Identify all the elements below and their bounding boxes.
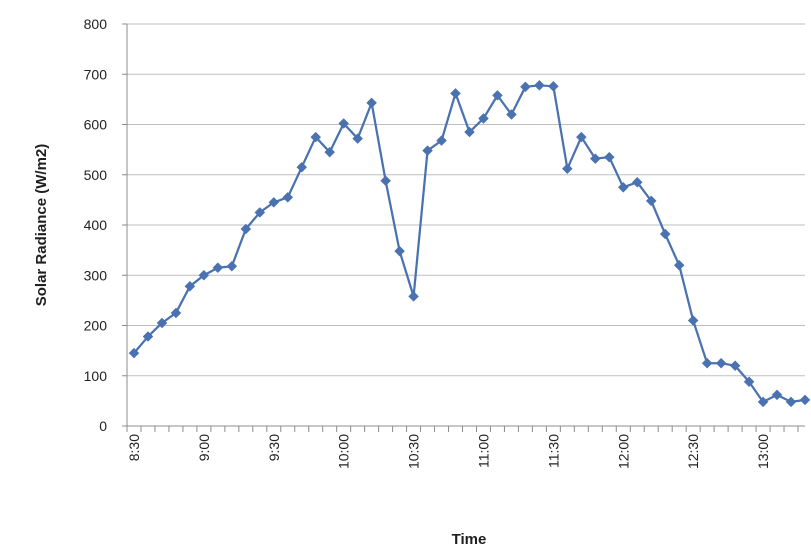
x-tick-label: 10:00 (336, 434, 352, 469)
data-point (254, 207, 266, 218)
x-tick-label: 11:30 (545, 434, 561, 468)
y-tick-label: 0 (99, 418, 107, 434)
data-point (142, 331, 154, 342)
data-point (645, 195, 657, 207)
data-point (296, 161, 308, 173)
data-point (436, 135, 447, 146)
data-point (380, 175, 391, 187)
data-point (506, 109, 517, 120)
y-tick-label: 400 (84, 217, 108, 233)
data-point (240, 223, 252, 235)
data-point (715, 357, 727, 369)
data-point (785, 396, 797, 408)
data-point (212, 262, 224, 274)
data-point (156, 317, 168, 329)
data-point (743, 376, 755, 388)
data-point (589, 153, 601, 165)
axes (122, 23, 799, 432)
x-tick-label: 10:30 (406, 434, 422, 469)
x-tick-label: 12:30 (685, 434, 701, 469)
data-point (617, 181, 629, 193)
y-tick-label: 600 (84, 117, 108, 133)
data-point (170, 307, 182, 319)
x-tick-label: 13:00 (755, 434, 771, 469)
x-axis-title: Time (452, 531, 487, 548)
data-point (338, 118, 350, 129)
data-point (673, 259, 685, 271)
series-layer (128, 79, 811, 408)
x-tick-label: 9:30 (266, 434, 282, 461)
data-point (394, 245, 405, 257)
data-point (408, 291, 419, 302)
y-tick-label: 700 (84, 66, 108, 82)
x-tick-label: 12:00 (615, 434, 631, 469)
y-tick-label: 200 (84, 318, 108, 334)
data-point (520, 81, 531, 93)
data-point (561, 163, 573, 175)
data-point (324, 146, 336, 158)
y-tick-label: 500 (84, 167, 108, 183)
data-point (310, 131, 322, 143)
data-point (603, 151, 615, 163)
data-point (450, 87, 461, 99)
data-point (631, 176, 643, 188)
data-point (771, 389, 783, 401)
y-axis-title: Solar Radiance (W/m2) (33, 144, 50, 307)
data-point (701, 357, 713, 369)
x-tick-label: 9:00 (196, 434, 212, 461)
data-point (464, 126, 475, 138)
y-tick-label: 100 (84, 368, 108, 384)
y-tick-label: 300 (84, 267, 108, 283)
data-point (282, 192, 294, 203)
y-tick-label: 800 (84, 16, 108, 32)
x-tick-label: 8:30 (126, 434, 142, 461)
data-point (198, 269, 210, 281)
data-point (534, 79, 545, 91)
data-point (226, 260, 238, 272)
data-point (366, 97, 377, 109)
x-tick-label: 11:00 (475, 434, 491, 468)
gridlines (127, 23, 805, 427)
data-point (729, 360, 741, 372)
data-point (687, 315, 699, 326)
labels: 0 100 200 300 400 500 600 700 800 8:30 9:00 9:30 10:… (84, 16, 771, 469)
data-point (268, 197, 280, 208)
data-point (422, 145, 433, 156)
data-point (184, 280, 196, 292)
data-point (548, 80, 559, 92)
data-point (492, 90, 503, 101)
data-point (659, 228, 671, 240)
data-point (128, 347, 140, 359)
data-point (478, 113, 489, 124)
data-point (799, 394, 811, 406)
data-point (352, 133, 364, 144)
data-point (757, 396, 769, 408)
data-point (575, 131, 587, 143)
